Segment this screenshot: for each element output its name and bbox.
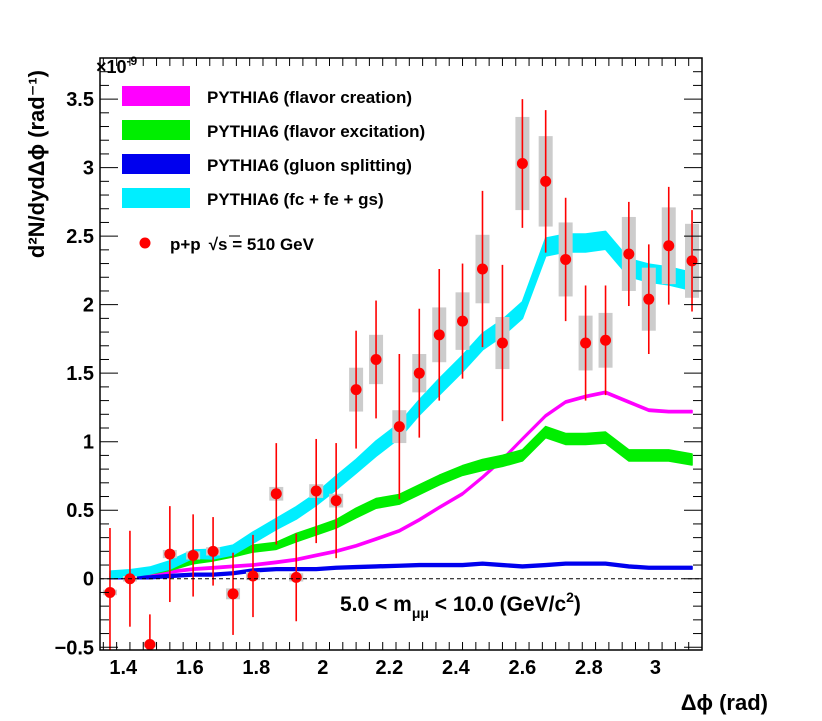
data-point-23 (560, 253, 572, 265)
legend-label-sum: PYTHIA6 (fc + fe + gs) (207, 190, 384, 209)
data-point-18 (457, 315, 469, 327)
y-tick-label: 2.5 (66, 226, 94, 248)
data-point-28 (663, 240, 675, 252)
legend-label-data: p+p √s = 510 GeV (170, 235, 315, 254)
data-point-16 (413, 367, 425, 379)
band-1 (109, 390, 693, 580)
data-point-7 (227, 588, 239, 600)
legend-label-flavor-excitation: PYTHIA6 (flavor excitation) (207, 122, 425, 141)
data-point-6 (207, 545, 219, 557)
data-points (102, 99, 700, 651)
x-tick-label: 1.4 (109, 657, 138, 679)
y-tick-label: 2 (83, 295, 94, 317)
data-point-5 (187, 549, 199, 561)
data-point-4 (164, 548, 176, 560)
legend-swatch-flavor-excitation (122, 120, 190, 140)
band-3 (109, 561, 693, 580)
x-tick-label: 2 (317, 657, 328, 679)
data-point-25 (600, 334, 612, 346)
data-point-27 (643, 293, 655, 305)
y-tick-label: 1.5 (66, 363, 94, 385)
x-tick-label: 3 (650, 657, 661, 679)
legend-marker-data (139, 237, 151, 249)
mass-range-annotation: 5.0 < mμμ < 10.0 (GeV/c2) (340, 589, 581, 621)
data-point-10 (290, 571, 302, 583)
y-tick-label: 1 (83, 432, 94, 454)
data-point-24 (580, 337, 592, 349)
y-tick-label: 3 (83, 158, 94, 180)
band-2 (109, 425, 693, 579)
data-point-20 (496, 337, 508, 349)
data-point-29 (686, 255, 698, 267)
x-tick-label: 2.2 (375, 657, 403, 679)
x-tick-label: 2.4 (442, 657, 471, 679)
legend-swatch-flavor-creation (122, 86, 190, 106)
y-multiplier: ×10-9 (96, 54, 138, 77)
x-axis-label: Δϕ (rad) (681, 690, 768, 715)
plot-frame (99, 57, 703, 651)
data-point-12 (330, 495, 342, 507)
x-tick-label: 2.8 (575, 657, 603, 679)
data-point-17 (433, 329, 445, 341)
legend-label-flavor-creation: PYTHIA6 (flavor creation) (207, 88, 412, 107)
data-point-9 (270, 488, 282, 500)
x-axis: 1.4 1.6 1.8 2 2.2 2.4 2.6 2.8 3 (102, 58, 703, 679)
y-axis: −0.5 0 0.5 1 1.5 2 2.5 3 3.5 (55, 71, 702, 659)
legend: PYTHIA6 (flavor creation) PYTHIA6 (flavo… (122, 86, 425, 254)
data-point-15 (393, 421, 405, 433)
legend-swatch-gluon-splitting (122, 154, 190, 174)
data-point-26 (623, 248, 635, 260)
data-point-19 (476, 263, 488, 275)
y-tick-label: 0.5 (66, 500, 94, 522)
data-point-11 (310, 485, 322, 497)
y-tick-label: −0.5 (55, 637, 94, 659)
data-point-13 (350, 384, 362, 396)
y-tick-label: 3.5 (66, 89, 94, 111)
y-axis-label: d²N/dydΔϕ (rad⁻¹) (24, 70, 49, 258)
data-point-3 (144, 639, 156, 651)
data-point-14 (370, 353, 382, 365)
data-point-8 (247, 570, 259, 582)
data-point-1 (104, 586, 116, 598)
legend-label-gluon-splitting: PYTHIA6 (gluon splitting) (207, 156, 412, 175)
x-tick-label: 1.6 (176, 657, 204, 679)
x-tick-label: 1.8 (242, 657, 270, 679)
data-point-21 (516, 158, 528, 170)
legend-swatch-sum (122, 188, 190, 208)
y-tick-label: 0 (83, 569, 94, 591)
data-point-22 (540, 175, 552, 187)
x-tick-label: 2.6 (508, 657, 536, 679)
